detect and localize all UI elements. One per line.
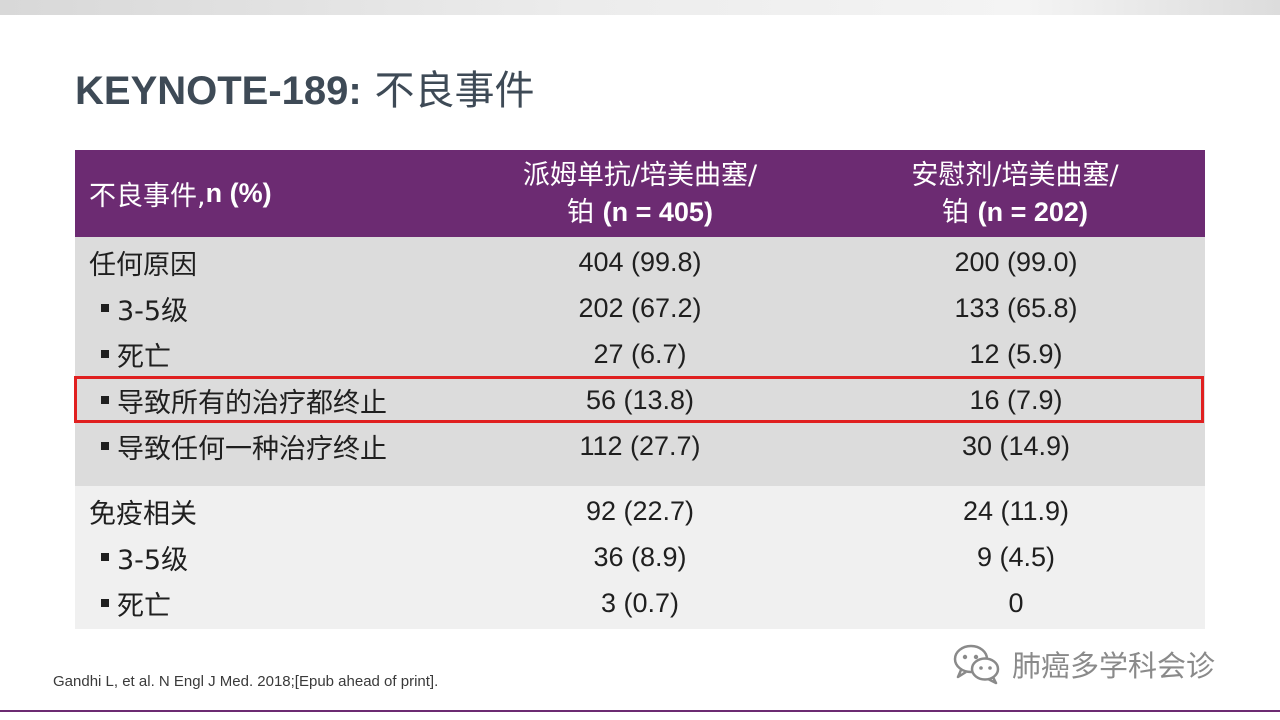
table-section-immune-related: 免疫相关 92 (22.7) 24 (11.9) 3-5级 36 (8.9) 9… [75, 486, 1205, 629]
row-value-pembrolizumab: 36 (8.9) [593, 541, 687, 572]
slide-title-suffix: 不良事件 [361, 68, 535, 114]
bullet-icon [101, 442, 109, 450]
row-label: 导致所有的治疗都终止 [101, 377, 387, 423]
row-label-text: 3-5级 [117, 295, 189, 327]
header-col-placebo: 安慰剂/培美曲塞/ 铂 (n = 202) [815, 156, 1215, 231]
row-value-pembrolizumab: 202 (67.2) [578, 292, 702, 323]
header-col-placebo-n: (n = 202) [977, 196, 1088, 227]
table-row: 3-5级 202 (67.2) 133 (65.8) [75, 285, 1205, 331]
highlight-box [74, 376, 1204, 423]
header-col-pembrolizumab: 派姆单抗/培美曲塞/ 铂 (n = 405) [415, 156, 865, 231]
table-row: 免疫相关 92 (22.7) 24 (11.9) [75, 488, 1205, 534]
row-label-text: 导致所有的治疗都终止 [117, 387, 387, 419]
header-col-event-unit: n (%) [205, 178, 272, 208]
row-value-placebo: 30 (14.9) [961, 430, 1071, 461]
row-value-pembrolizumab: 92 (22.7) [585, 495, 695, 526]
row-value-placebo: 9 (4.5) [976, 541, 1056, 572]
header-col-event: 不良事件, n (%) [89, 150, 272, 237]
table-row: 死亡 27 (6.7) 12 (5.9) [75, 331, 1205, 377]
table-row: 导致任何一种治疗终止 112 (27.7) 30 (14.9) [75, 423, 1205, 469]
table-row: 任何原因 404 (99.8) 200 (99.0) [75, 239, 1205, 285]
row-value-placebo: 133 (65.8) [954, 292, 1078, 323]
header-col-placebo-line1: 安慰剂/培美曲塞/ [911, 159, 1119, 191]
header-col-pembrolizumab-line2: 铂 (n = 405) [567, 194, 713, 231]
bullet-icon [101, 350, 109, 358]
bullet-icon [101, 553, 109, 561]
bottom-rule [0, 710, 1280, 712]
watermark-text: 肺癌多学科会诊 [1012, 649, 1216, 683]
header-col-event-label: 不良事件, [89, 181, 206, 212]
row-value-pembrolizumab: 27 (6.7) [593, 338, 687, 369]
row-label: 死亡 [101, 580, 171, 626]
table-section-all-cause: 任何原因 404 (99.8) 200 (99.0) 3-5级 202 (67.… [75, 237, 1205, 486]
row-value-pembrolizumab: 112 (27.7) [579, 430, 701, 461]
table-row: 死亡 3 (0.7) 0 [75, 580, 1205, 626]
header-col-placebo-line2: 铂 (n = 202) [942, 194, 1088, 231]
row-value-placebo: 0 [1008, 587, 1024, 618]
row-label-text: 死亡 [117, 341, 171, 373]
row-value-placebo: 12 (5.9) [969, 338, 1063, 369]
row-label-text: 3-5级 [117, 544, 189, 576]
slide-title: KEYNOTE-189: 不良事件 [75, 58, 534, 116]
row-label-text: 死亡 [117, 590, 171, 622]
adverse-events-table: 不良事件, n (%) 派姆单抗/培美曲塞/ 铂 (n = 405) 安慰剂/培美… [75, 150, 1205, 629]
top-gradient-bar [0, 0, 1280, 15]
row-value-placebo: 24 (11.9) [962, 495, 1070, 526]
row-value-pembrolizumab: 404 (99.8) [578, 246, 702, 277]
header-col-pembrolizumab-n: (n = 405) [602, 196, 713, 227]
row-value-pembrolizumab: 3 (0.7) [600, 587, 680, 618]
header-col-pembrolizumab-platinum: 铂 [567, 196, 603, 228]
bullet-icon [101, 396, 109, 404]
row-value-pembrolizumab: 56 (13.8) [585, 384, 695, 415]
row-value-placebo: 200 (99.0) [954, 246, 1078, 277]
table-header: 不良事件, n (%) 派姆单抗/培美曲塞/ 铂 (n = 405) 安慰剂/培美… [75, 150, 1205, 237]
row-label: 3-5级 [101, 285, 188, 331]
row-label: 3-5级 [101, 534, 188, 580]
row-label: 导致任何一种治疗终止 [101, 423, 387, 469]
citation: Gandhi L, et al. N Engl J Med. 2018;[Epu… [53, 673, 439, 690]
header-col-pembrolizumab-line1: 派姆单抗/培美曲塞/ [522, 159, 758, 191]
row-label: 免疫相关 [89, 498, 197, 530]
row-label: 死亡 [101, 331, 171, 377]
watermark: 肺癌多学科会诊 [952, 640, 1215, 688]
row-label: 任何原因 [89, 249, 197, 281]
slide-title-prefix: KEYNOTE-189: [75, 69, 362, 113]
bullet-icon [101, 304, 109, 312]
table-row: 导致所有的治疗都终止 56 (13.8) 16 (7.9) [75, 377, 1205, 423]
row-label-text: 导致任何一种治疗终止 [117, 433, 387, 465]
header-col-placebo-platinum: 铂 [942, 196, 978, 228]
row-value-placebo: 16 (7.9) [969, 384, 1063, 415]
table-row: 3-5级 36 (8.9) 9 (4.5) [75, 534, 1205, 580]
bullet-icon [101, 599, 109, 607]
wechat-icon [953, 644, 1000, 685]
